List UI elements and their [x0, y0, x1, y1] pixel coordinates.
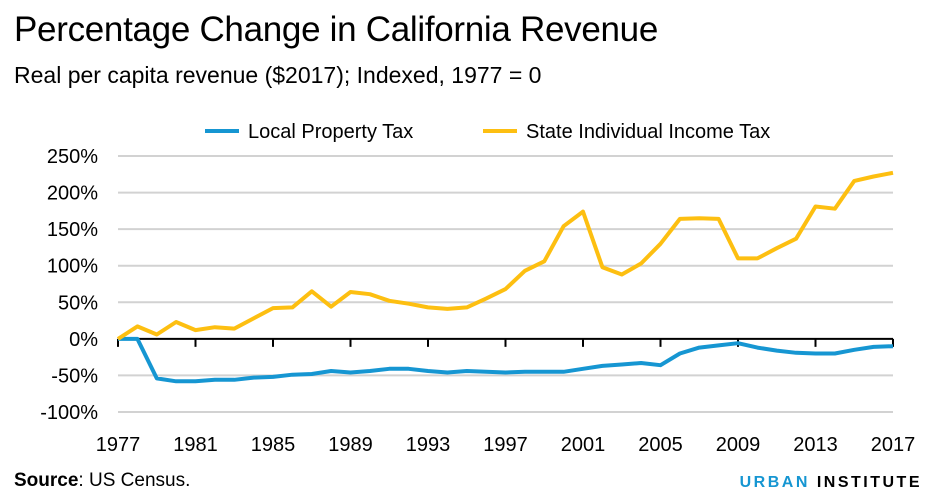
y-tick-label: 100%: [47, 256, 98, 278]
x-tick-label: 2001: [561, 434, 606, 456]
source-text: : US Census.: [78, 470, 191, 491]
source-note: Source: US Census.: [14, 470, 190, 492]
series-line-state-income-tax: [116, 170, 894, 341]
series-line-local-property-tax: [118, 336, 894, 384]
y-tick-label: 0%: [69, 329, 98, 351]
urban-institute-logo: URBAN INSTITUTE: [740, 474, 922, 492]
x-tick-label: 1981: [173, 434, 218, 456]
chart-subtitle: Real per capita revenue ($2017); Indexed…: [14, 62, 542, 88]
y-tick-label: 150%: [47, 219, 98, 241]
y-tick-label: -100%: [40, 402, 98, 424]
x-tick-label: 1985: [251, 434, 296, 456]
x-tick-label: 2017: [871, 434, 916, 456]
x-tick-label: 1989: [328, 434, 373, 456]
y-tick-label: 200%: [47, 183, 98, 205]
x-tick-label: 2009: [716, 434, 761, 456]
logo-word-2: INSTITUTE: [816, 474, 922, 491]
x-tick-label: 2005: [638, 434, 683, 456]
x-tick-label: 2013: [793, 434, 838, 456]
x-tick-label: 1977: [96, 434, 141, 456]
legend-state-income-tax-label: State Individual Income Tax: [526, 121, 770, 143]
legend-local-property-tax-label: Local Property Tax: [248, 121, 413, 143]
y-tick-label: -50%: [51, 365, 98, 387]
y-tick-label: 250%: [47, 146, 98, 168]
source-label: Source: [14, 470, 79, 491]
chart-title: Percentage Change in California Revenue: [14, 10, 659, 49]
logo-word-1: URBAN: [739, 474, 810, 491]
x-tick-label: 1997: [483, 434, 528, 456]
y-tick-label: 50%: [58, 292, 98, 314]
x-tick-label: 1993: [406, 434, 451, 456]
